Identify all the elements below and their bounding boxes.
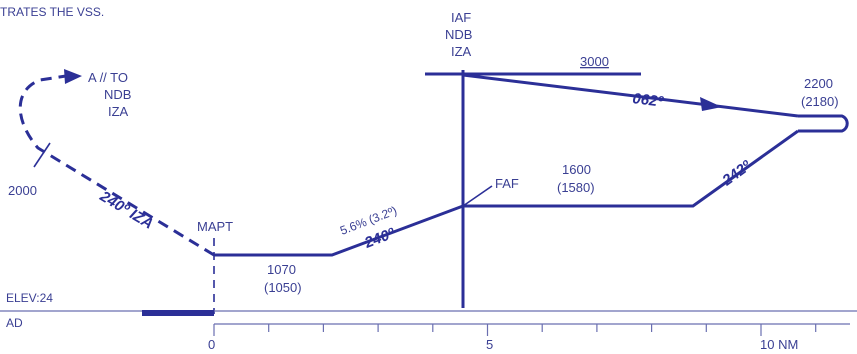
missed-approach-path [18,74,215,257]
procedure-turn [798,114,849,133]
mda-altitude: 1070 [267,262,296,277]
faf-altitude: 1600 [562,162,591,177]
outbound-arrow [700,97,722,111]
distance-scale-ticks [213,324,817,336]
faf-altitude-height: (1580) [557,180,595,195]
initial-altitude: 3000 [580,54,609,69]
header-text: TRATES THE VSS. [0,5,104,19]
inbound-leg [463,129,799,208]
runway-bar [142,310,214,316]
missed-approach-arrow [64,69,82,84]
aerodrome-label: AD [6,316,23,330]
missed-fix-line2: NDB [104,87,131,102]
scale-five: 5 [486,337,493,352]
elevation-label: ELEV:24 [6,291,53,305]
scale-ten: 10 NM [760,337,798,352]
missed-fix-line1: A // TO [88,70,128,85]
missed-course: 240º IZA [96,187,156,232]
missed-fix-line3: IZA [108,104,129,119]
final-approach-path [214,204,464,257]
missed-climb-marker [33,142,51,168]
iaf-ident-label: IZA [451,44,472,59]
mapt-label: MAPT [197,219,233,234]
faf-label: FAF [495,176,519,191]
iaf-label: IAF [451,10,471,25]
outbound-leg [462,73,799,118]
iaf-ndb-label: NDB [445,27,472,42]
pt-altitude-height: (2180) [801,94,839,109]
outbound-course: 062º [632,90,666,111]
faf-leader-line [462,185,493,207]
mda-altitude-height: (1050) [264,280,302,295]
scale-zero: 0 [208,337,215,352]
pt-altitude: 2200 [804,76,833,91]
missed-climb-altitude: 2000 [8,183,37,198]
